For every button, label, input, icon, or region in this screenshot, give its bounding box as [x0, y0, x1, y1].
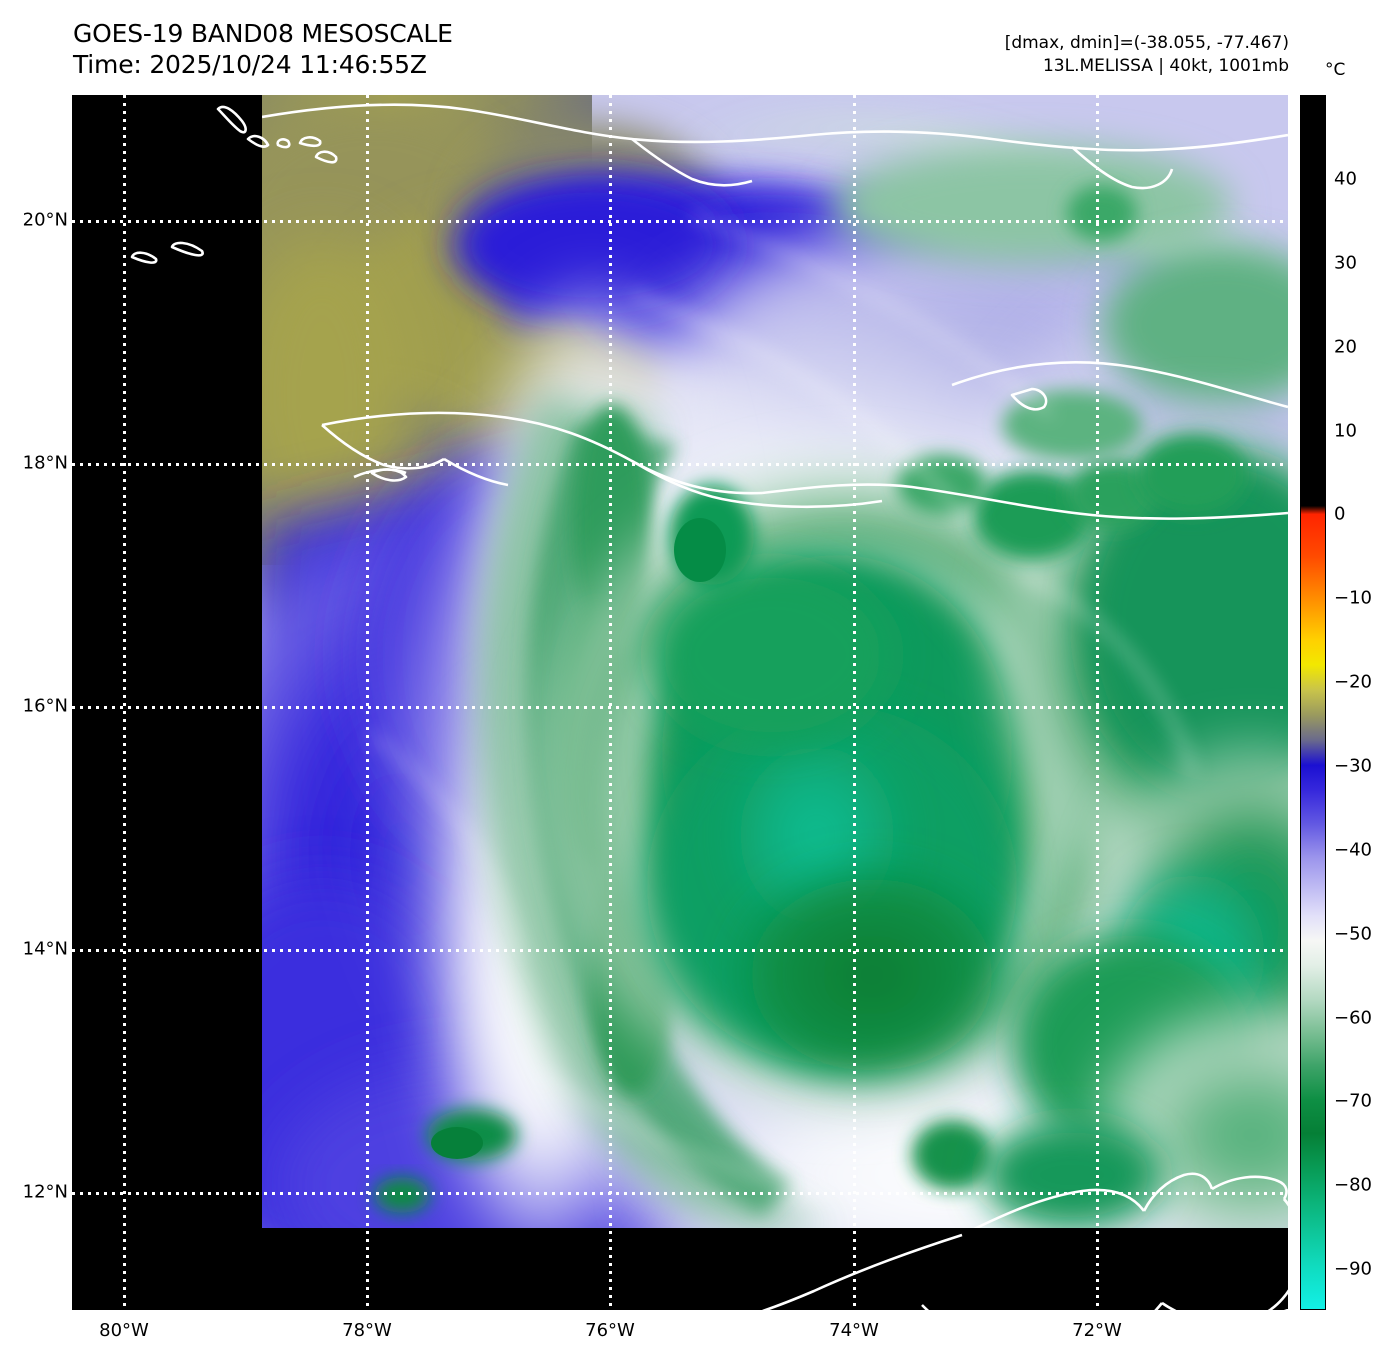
cbtick-label-neg10: −10 — [1334, 587, 1372, 609]
dminmax-label: [dmax, dmin]=(-38.055, -77.467) — [1004, 33, 1289, 53]
satellite-imagery — [72, 95, 1288, 1310]
xtick-label-76w: 76°W — [585, 1320, 635, 1341]
cbtick-label-neg70: −70 — [1334, 1090, 1372, 1112]
cbtick-label-neg60: −60 — [1334, 1007, 1372, 1029]
xtick-label-72w: 72°W — [1072, 1320, 1122, 1341]
cbtick-label-neg40: −40 — [1334, 839, 1372, 861]
colorbar-unit-label: °C — [1325, 60, 1346, 80]
cbtick-label-neg50: −50 — [1334, 923, 1372, 945]
storm-info-label: 13L.MELISSA | 40kt, 1001mb — [1042, 56, 1289, 76]
xtick-label-74w: 74°W — [829, 1320, 879, 1341]
coastline-overlay — [262, 103, 1288, 1228]
ytick-label-16n: 16°N — [22, 695, 68, 717]
xtick-label-80w: 80°W — [99, 1320, 149, 1341]
satellite-plot-area: Copyright © 2020-2025 Dapiya — [72, 95, 1288, 1310]
cbtick-label-neg80: −80 — [1334, 1174, 1372, 1196]
product-title: GOES-19 BAND08 MESOSCALE — [73, 19, 453, 48]
cbtick-label-0: 0 — [1334, 503, 1346, 525]
ytick-label-14n: 14°N — [22, 938, 68, 960]
page-title: GOES-19 BAND08 MESOSCALE Time: 2025/10/2… — [73, 18, 453, 80]
cbtick-label-neg30: −30 — [1334, 755, 1372, 777]
coastline-nodata-overlay — [130, 105, 1288, 1310]
colorbar — [1300, 95, 1326, 1310]
metadata-block: [dmax, dmin]=(-38.055, -77.467) 13L.MELI… — [1005, 32, 1289, 78]
colorbar-gradient — [1301, 96, 1325, 1309]
cbtick-label-neg90: −90 — [1334, 1258, 1372, 1280]
ytick-label-12n: 12°N — [22, 1181, 68, 1203]
cbtick-label-20: 20 — [1334, 336, 1357, 358]
xtick-label-78w: 78°W — [342, 1320, 392, 1341]
cbtick-label-40: 40 — [1334, 168, 1357, 190]
timestamp-label: Time: 2025/10/24 11:46:55Z — [73, 50, 427, 79]
cbtick-label-neg20: −20 — [1334, 671, 1372, 693]
cbtick-label-30: 30 — [1334, 252, 1357, 274]
cbtick-label-10: 10 — [1334, 420, 1357, 442]
ytick-label-18n: 18°N — [22, 452, 68, 474]
ytick-label-20n: 20°N — [22, 209, 68, 231]
